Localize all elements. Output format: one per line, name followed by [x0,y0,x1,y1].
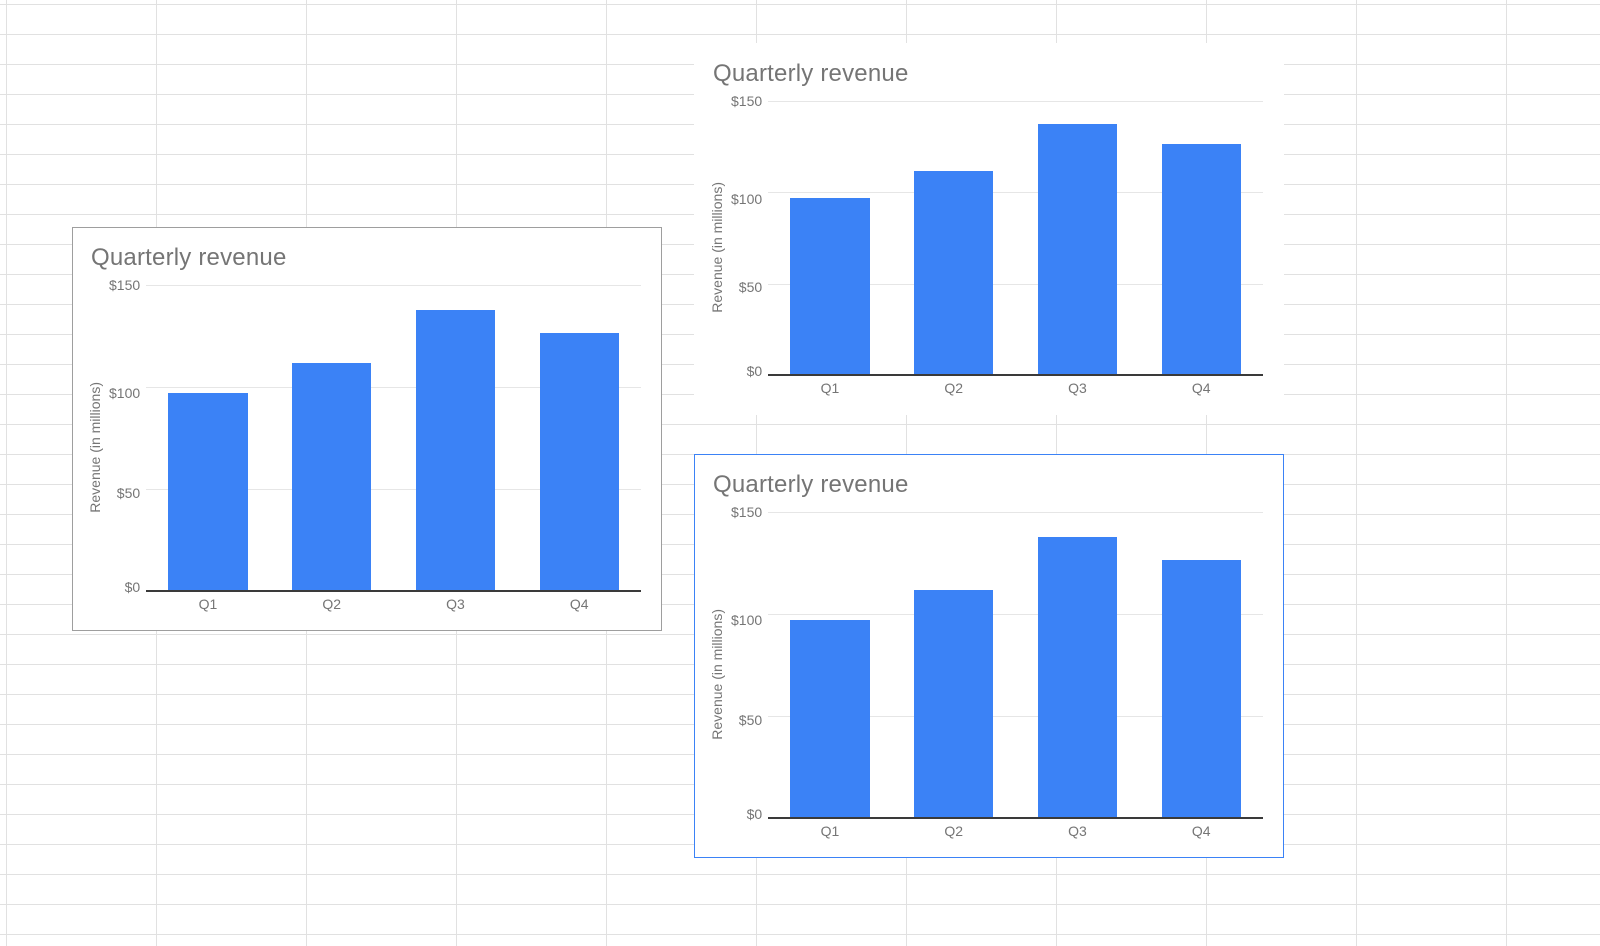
bar-slot [768,513,892,817]
chart-body: Revenue (in millions) $150 $100 $50 $0 Q1Q2Q3… [85,280,649,614]
x-tick-label: Q2 [270,596,394,612]
chart-card[interactable]: Quarterly revenueRevenue (in millions)$1… [694,454,1284,858]
y-axis-ticks: $150 $100 $50 $0 [105,280,146,614]
bar-slot [146,286,270,590]
grid-row-line [0,874,1600,875]
bar-slot [270,286,394,590]
chart-title: Quarterly revenue [91,244,649,272]
y-axis-ticks: $150 $100 $50 $0 [727,507,768,841]
x-tick-label: Q4 [1139,823,1263,839]
y-axis-label: Revenue (in millions) [707,609,727,740]
y-axis-label: Revenue (in millions) [707,182,727,313]
y-tick-label: $150 [731,505,762,519]
plot-inner [768,513,1263,819]
y-tick-label: $0 [747,364,763,378]
grid-col-line [1356,0,1357,946]
plot-inner [768,102,1263,376]
grid-col-line [6,0,7,946]
bars-container [146,286,641,590]
x-axis-labels: Q1Q2Q3Q4 [768,378,1263,398]
bars-container [768,513,1263,817]
chart-body: Revenue (in millions) $150 $100 $50 $0 Q1Q2Q3… [707,507,1271,841]
y-axis-ticks: $150 $100 $50 $0 [727,96,768,398]
bar [790,198,869,374]
plot-area: Q1Q2Q3Q4 [768,507,1263,841]
bar [292,363,371,590]
bar [1038,537,1117,817]
y-tick-label: $50 [739,280,762,294]
bar-slot [1139,513,1263,817]
plot-inner [146,286,641,592]
x-axis-baseline [768,374,1263,376]
grid-col-line [1506,0,1507,946]
grid-row-line [0,904,1600,905]
x-tick-label: Q3 [1016,823,1140,839]
y-tick-label: $0 [125,580,141,594]
x-tick-label: Q4 [517,596,641,612]
x-tick-label: Q3 [1016,380,1140,396]
x-tick-label: Q1 [768,823,892,839]
bar [790,620,869,817]
y-tick-label: $150 [731,94,762,108]
y-tick-label: $100 [109,386,140,400]
bars-container [768,102,1263,374]
grid-row-line [0,34,1600,35]
bar [914,590,993,817]
bar-slot [394,286,518,590]
bar [1162,560,1241,817]
plot-area: Q1Q2Q3Q4 [146,280,641,614]
y-tick-label: $100 [731,613,762,627]
bar-slot [1139,102,1263,374]
chart-card[interactable]: Quarterly revenueRevenue (in millions)$1… [694,43,1284,415]
chart-body: Revenue (in millions) $150 $100 $50 $0 Q1Q2Q3… [707,96,1271,398]
chart-title: Quarterly revenue [713,60,1271,88]
x-axis-baseline [146,590,641,592]
y-tick-label: $50 [117,486,140,500]
y-tick-label: $50 [739,713,762,727]
bar-slot [768,102,892,374]
bar-slot [892,513,1016,817]
y-axis-label: Revenue (in millions) [85,382,105,513]
bar [1038,124,1117,374]
x-axis-labels: Q1Q2Q3Q4 [768,821,1263,841]
grid-row-line [0,4,1600,5]
x-tick-label: Q2 [892,823,1016,839]
x-tick-label: Q1 [146,596,270,612]
bar-slot [1016,102,1140,374]
y-tick-label: $0 [747,807,763,821]
bar-slot [1016,513,1140,817]
x-tick-label: Q1 [768,380,892,396]
chart-card[interactable]: Quarterly revenueRevenue (in millions)$1… [72,227,662,631]
bar [168,393,247,590]
y-tick-label: $150 [109,278,140,292]
bar [416,310,495,590]
x-axis-labels: Q1Q2Q3Q4 [146,594,641,614]
bar-slot [892,102,1016,374]
x-tick-label: Q2 [892,380,1016,396]
grid-row-line [0,934,1600,935]
bar [914,171,993,374]
y-tick-label: $100 [731,192,762,206]
plot-area: Q1Q2Q3Q4 [768,96,1263,398]
bar [1162,144,1241,374]
bar [540,333,619,590]
x-tick-label: Q3 [394,596,518,612]
x-tick-label: Q4 [1139,380,1263,396]
x-axis-baseline [768,817,1263,819]
bar-slot [517,286,641,590]
chart-title: Quarterly revenue [713,471,1271,499]
